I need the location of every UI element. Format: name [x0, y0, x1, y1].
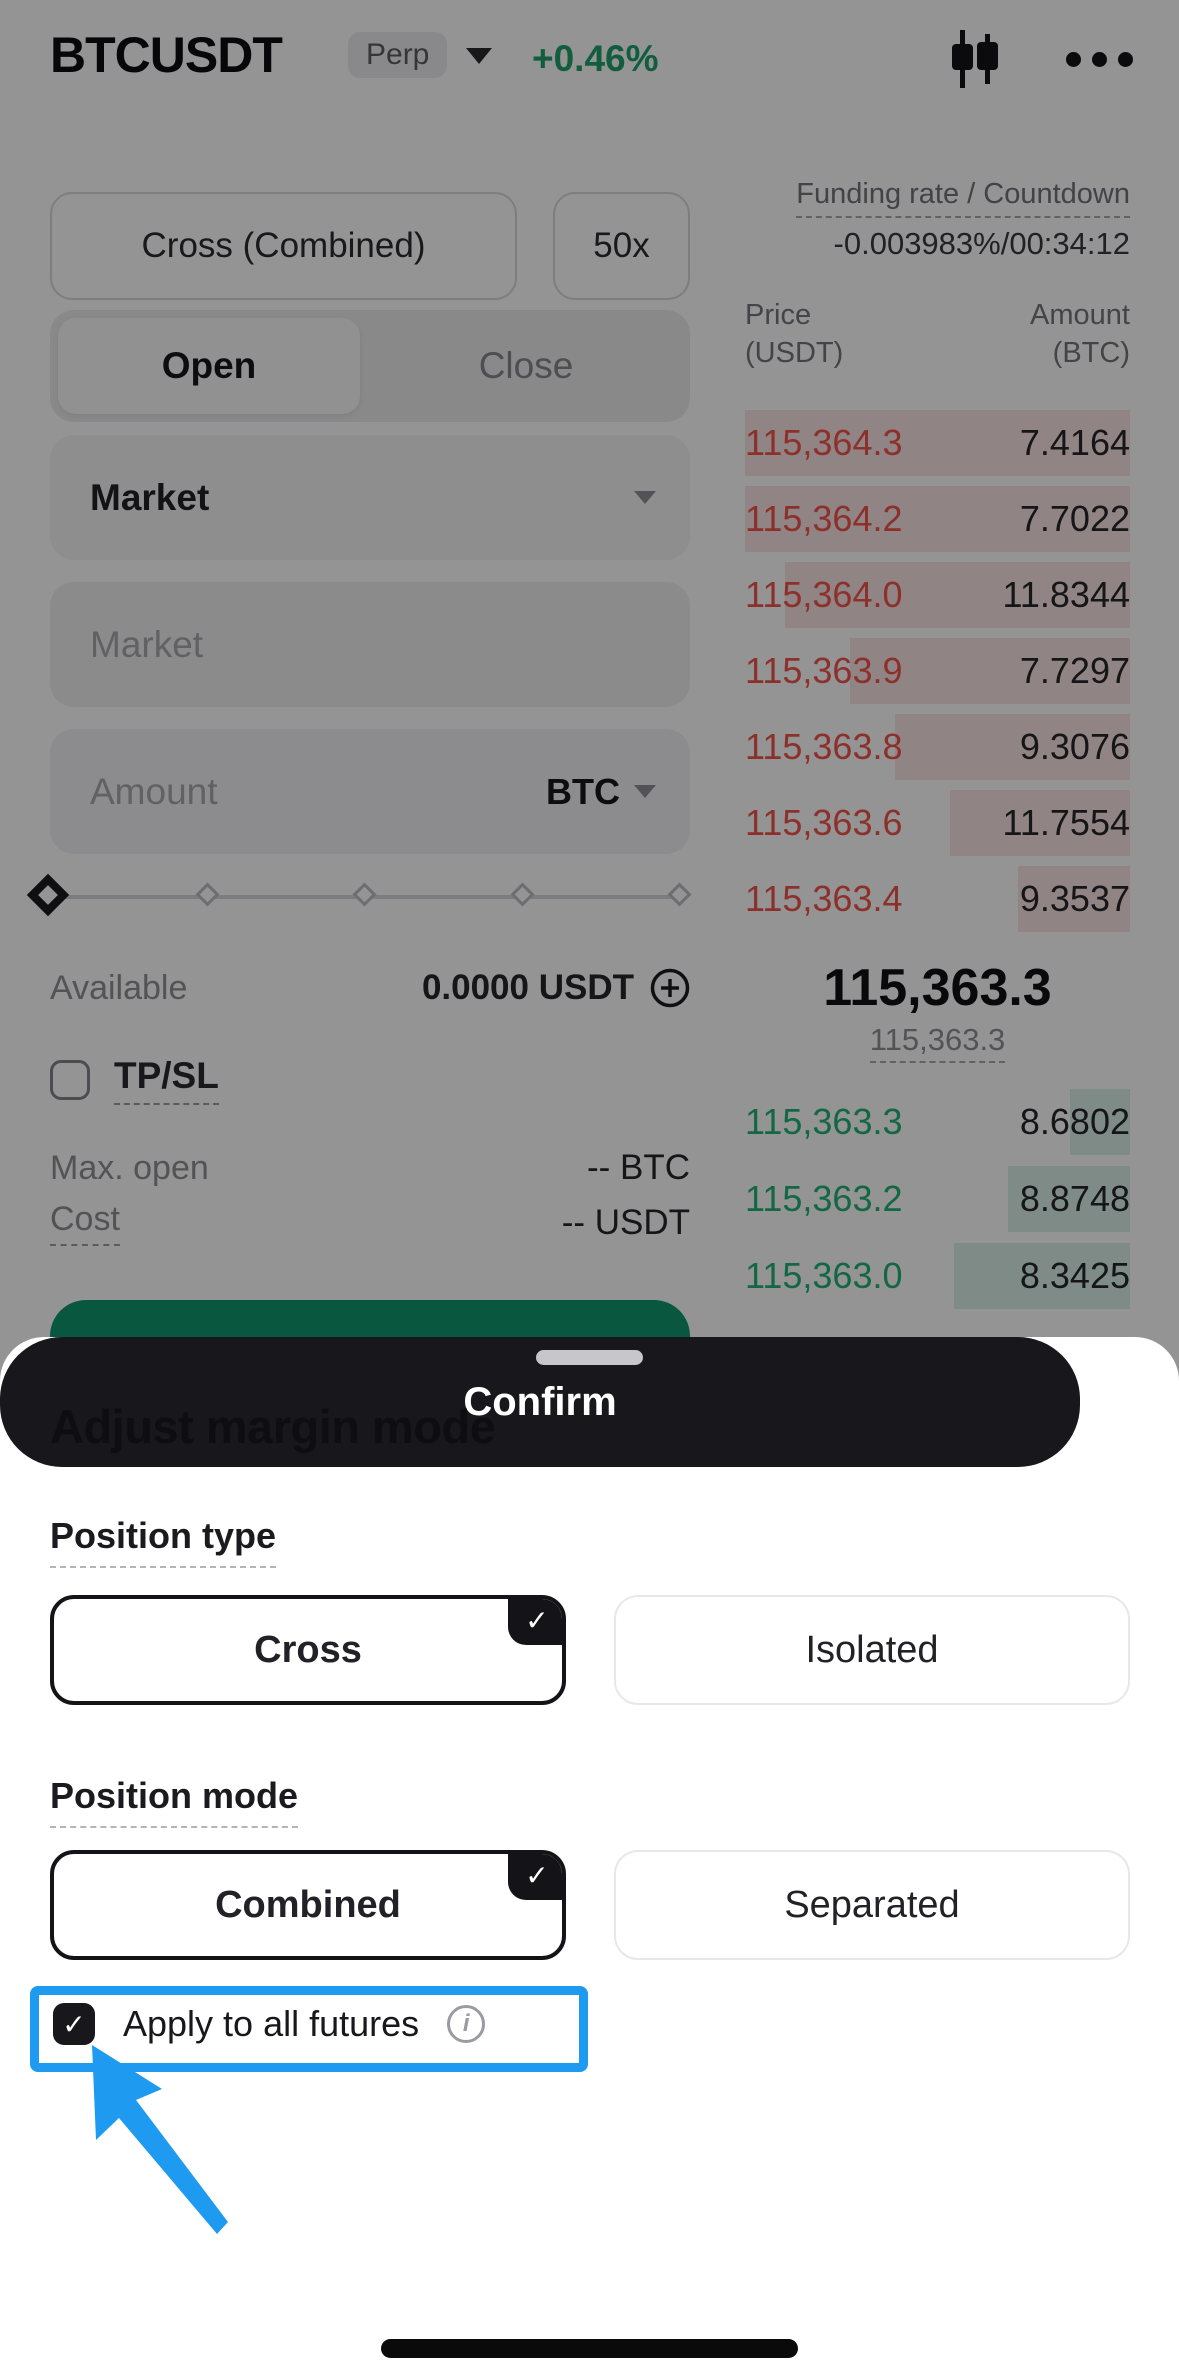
- bid-row[interactable]: 115,363.2 8.8748: [745, 1178, 1130, 1219]
- ellipsis-icon: [1092, 52, 1107, 67]
- position-type-label[interactable]: Position type: [50, 1515, 277, 1568]
- tpsl-label[interactable]: TP/SL: [114, 1055, 219, 1105]
- ask-row[interactable]: 115,363.4 9.3537: [745, 878, 1130, 919]
- margin-mode-button[interactable]: Cross (Combined): [50, 192, 517, 300]
- selected-badge: ✓: [508, 1854, 562, 1900]
- funding-rate-block: Funding rate / Countdown -0.003983%/00:3…: [796, 178, 1130, 262]
- ask-depth-bar: [785, 562, 1130, 628]
- price-input[interactable]: Market: [50, 582, 690, 707]
- max-open-row: Max. open -- BTC: [50, 1148, 690, 1188]
- apply-to-all-row: ✓ Apply to all futures i: [53, 2003, 486, 2045]
- bid-row[interactable]: 115,363.3 8.6802: [745, 1101, 1130, 1142]
- order-type-value: Market: [90, 476, 210, 518]
- adjust-margin-mode-sheet: Adjust margin mode Position type Cross ✓…: [0, 1337, 1179, 2379]
- ask-row[interactable]: 115,364.2 7.7022: [745, 498, 1130, 539]
- ask-depth-bar: [850, 638, 1130, 704]
- check-icon: ✓: [525, 1604, 549, 1636]
- bid-depth-bar: [954, 1243, 1130, 1309]
- max-open-value: -- BTC: [586, 1148, 690, 1187]
- ask-row[interactable]: 115,363.6 11.7554: [745, 802, 1130, 843]
- price-placeholder: Market: [90, 623, 204, 665]
- selected-badge: ✓: [508, 1599, 562, 1645]
- info-icon[interactable]: i: [447, 2005, 486, 2043]
- sheet-title: Adjust margin mode: [50, 1400, 496, 1453]
- ask-depth-bar: [745, 410, 1130, 476]
- option-isolated[interactable]: Isolated: [614, 1595, 1130, 1705]
- orderbook-amount-header: Amount (BTC): [1030, 299, 1130, 369]
- option-combined-label: Combined: [215, 1883, 401, 1926]
- ask-depth-bar: [895, 714, 1130, 780]
- symbol-dropdown-button[interactable]: [466, 48, 492, 64]
- chevron-down-icon: [466, 48, 492, 64]
- leverage-button[interactable]: 50x: [553, 192, 690, 300]
- funding-rate-value: -0.003983%/00:34:12: [833, 226, 1130, 261]
- check-icon: ✓: [525, 1859, 549, 1891]
- position-mode-label[interactable]: Position mode: [50, 1775, 299, 1828]
- cost-value: -- USDT: [561, 1203, 690, 1242]
- more-menu-button[interactable]: [1066, 52, 1133, 67]
- tab-open[interactable]: Open: [161, 345, 257, 386]
- margin-mode-button-label: Cross (Combined): [141, 226, 426, 265]
- ask-row[interactable]: 115,363.8 9.3076: [745, 726, 1130, 767]
- check-icon: ✓: [62, 2008, 86, 2040]
- tpsl-row: TP/SL: [50, 1055, 219, 1105]
- tpsl-checkbox[interactable]: [50, 1060, 90, 1100]
- ask-row[interactable]: 115,364.3 7.4164: [745, 422, 1130, 463]
- candlestick-chart-icon: [952, 30, 998, 88]
- perp-badge: Perp: [348, 32, 448, 78]
- perp-badge-label: Perp: [366, 38, 430, 71]
- cost-row: Cost -- USDT: [50, 1200, 690, 1246]
- option-cross[interactable]: Cross ✓: [50, 1595, 566, 1705]
- tab-close[interactable]: Close: [478, 345, 574, 386]
- drag-handle[interactable]: [536, 1350, 643, 1365]
- max-open-label: Max. open: [50, 1148, 209, 1187]
- cost-label[interactable]: Cost: [50, 1200, 120, 1246]
- amount-unit-select[interactable]: BTC: [546, 770, 620, 812]
- chevron-down-icon: [634, 785, 656, 798]
- chevron-down-icon: [634, 491, 656, 504]
- apply-to-all-label: Apply to all futures: [123, 2003, 420, 2044]
- funding-rate-link[interactable]: Funding rate / Countdown: [796, 178, 1130, 218]
- price-change-percent: +0.46%: [532, 38, 659, 79]
- available-value: 0.0000 USDT: [421, 968, 634, 1007]
- available-label: Available: [50, 968, 188, 1007]
- ellipsis-icon: [1118, 52, 1133, 67]
- option-separated-label: Separated: [784, 1883, 960, 1926]
- option-cross-label: Cross: [254, 1628, 362, 1671]
- mark-price[interactable]: 115,363.3: [745, 1022, 1130, 1063]
- candlestick-chart-button[interactable]: [950, 30, 1000, 93]
- plus-circle-icon[interactable]: [650, 968, 690, 1008]
- home-indicator[interactable]: [381, 2339, 798, 2358]
- bid-depth-bar: [1008, 1166, 1130, 1232]
- ask-row[interactable]: 115,363.9 7.7297: [745, 650, 1130, 691]
- confirm-button-label: Confirm: [463, 1379, 617, 1424]
- option-separated[interactable]: Separated: [614, 1850, 1130, 1960]
- bid-row[interactable]: 115,363.0 8.3425: [745, 1255, 1130, 1296]
- ask-depth-bar: [950, 790, 1130, 856]
- amount-placeholder: Amount: [90, 770, 218, 812]
- option-combined[interactable]: Combined ✓: [50, 1850, 566, 1960]
- last-price: 115,363.3: [823, 959, 1052, 1017]
- ask-row[interactable]: 115,364.0 11.8344: [745, 574, 1130, 615]
- orderbook-price-header: Price (USDT): [745, 299, 844, 369]
- amount-input[interactable]: Amount BTC: [50, 729, 690, 854]
- bid-depth-bar: [1070, 1089, 1130, 1155]
- ellipsis-icon: [1066, 52, 1081, 67]
- option-isolated-label: Isolated: [805, 1628, 939, 1671]
- open-tab-pill: [58, 318, 360, 414]
- ask-depth-bar: [745, 486, 1130, 552]
- apply-to-all-checkbox[interactable]: ✓: [53, 2003, 95, 2045]
- ask-depth-bar: [1018, 866, 1130, 932]
- available-row: Available 0.0000 USDT: [50, 968, 690, 1008]
- order-type-select[interactable]: Market: [50, 435, 690, 560]
- symbol-title: BTCUSDT: [50, 27, 283, 83]
- leverage-button-label: 50x: [593, 226, 650, 265]
